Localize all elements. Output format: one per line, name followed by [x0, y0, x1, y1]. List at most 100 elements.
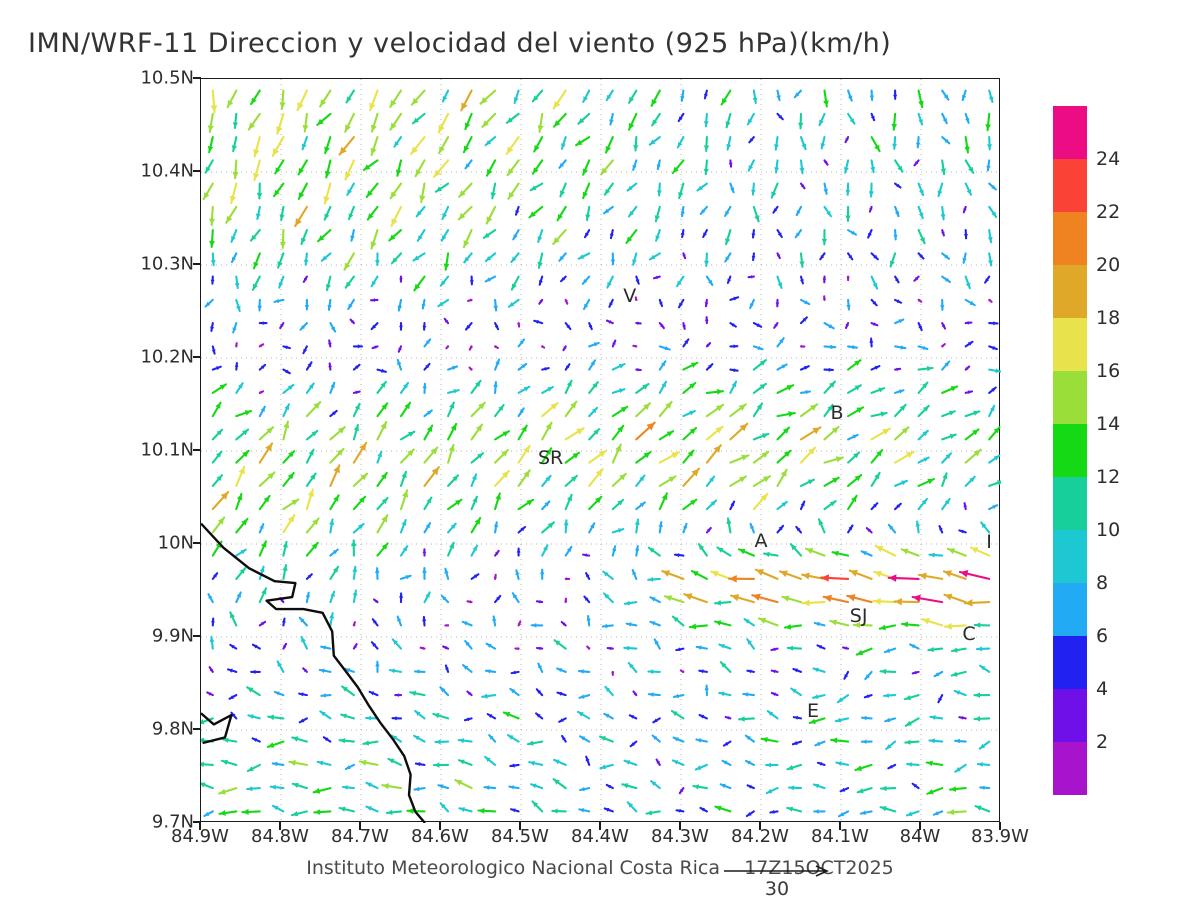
wind-arrowhead — [854, 360, 861, 366]
wind-arrowhead — [885, 717, 891, 723]
wind-arrowhead — [314, 809, 321, 815]
wind-arrowhead — [775, 302, 780, 307]
wind-arrowhead — [229, 195, 237, 203]
wind-arrowhead — [495, 359, 500, 365]
wind-arrowhead — [882, 428, 890, 435]
reference-vector: 30 — [722, 860, 862, 900]
wind-arrowhead — [572, 452, 579, 459]
y-axis-tick — [193, 542, 201, 544]
wind-arrowhead — [880, 411, 887, 417]
wind-arrowhead — [463, 145, 470, 153]
wind-arrowhead — [738, 404, 746, 411]
x-axis-tick-label: 84.5W — [491, 826, 549, 847]
wind-arrowhead — [303, 668, 307, 673]
wind-arrowhead — [560, 190, 565, 197]
wind-arrowhead — [659, 301, 663, 306]
wind-arrowhead — [658, 522, 663, 528]
wind-arrowhead — [679, 302, 683, 308]
wind-arrowhead — [848, 254, 853, 260]
wind-arrowhead — [605, 686, 611, 692]
wind-arrowhead — [537, 125, 544, 132]
wind-arrowhead — [812, 427, 821, 435]
wind-arrowhead — [865, 674, 870, 680]
wind-arrowhead — [762, 476, 770, 483]
wind-arrowhead — [227, 100, 234, 108]
wind-arrowhead — [717, 547, 724, 553]
wind-arrowhead — [818, 519, 824, 526]
wind-arrowhead — [973, 449, 981, 457]
wind-vector-plot[interactable]: V SR B A I SJ C E — [200, 78, 1001, 823]
y-axis-tick — [193, 170, 201, 172]
wind-arrowhead — [910, 644, 916, 649]
wind-arrowhead — [843, 167, 849, 173]
wind-arrowhead — [561, 143, 566, 149]
wind-arrowhead — [898, 389, 904, 394]
wind-arrowhead — [748, 275, 753, 279]
wind-arrowhead — [922, 430, 928, 437]
wind-arrowhead — [762, 433, 769, 439]
wind-arrowhead — [207, 692, 212, 696]
wind-arrowhead — [905, 739, 911, 745]
wind-arrowhead — [251, 234, 257, 241]
wind-arrowhead — [831, 737, 838, 744]
colorbar-band — [1053, 477, 1087, 530]
wind-arrowhead — [332, 549, 338, 555]
wind-arrowhead — [440, 280, 446, 286]
wind-arrowhead — [282, 541, 288, 548]
wind-arrowhead — [534, 145, 540, 152]
wind-arrowhead — [583, 553, 588, 557]
wind-arrowhead — [981, 522, 987, 529]
wind-arrowhead — [330, 382, 335, 388]
wind-arrowhead — [828, 367, 833, 372]
wind-arrowhead — [835, 456, 843, 463]
wind-arrowhead — [823, 594, 832, 603]
wind-arrowhead — [839, 812, 845, 817]
wind-arrowhead — [799, 261, 805, 267]
wind-arrowhead — [339, 806, 346, 812]
wind-arrowhead — [517, 621, 521, 626]
wind-arrowhead — [404, 402, 411, 410]
x-axis-tick — [359, 822, 361, 830]
wind-arrowhead — [831, 426, 839, 434]
wind-arrowhead — [868, 191, 874, 197]
wind-arrowhead — [529, 760, 535, 766]
wind-arrowhead — [933, 811, 939, 816]
wind-arrowhead — [851, 495, 857, 503]
wind-arrowhead — [452, 365, 457, 370]
wind-arrowhead — [652, 119, 658, 126]
wind-arrowhead — [988, 96, 994, 102]
wind-arrowhead — [209, 218, 216, 225]
wind-arrowhead — [601, 167, 608, 175]
wind-arrowhead — [433, 712, 440, 719]
wind-arrowhead — [201, 719, 205, 725]
wind-arrowhead — [210, 260, 216, 266]
wind-arrowhead — [430, 447, 438, 455]
wind-arrowhead — [534, 320, 539, 324]
wind-arrowhead — [267, 742, 275, 748]
wind-arrowhead — [939, 526, 943, 531]
wind-arrowhead — [854, 475, 862, 482]
wind-arrowhead — [392, 257, 398, 264]
wind-arrowhead — [442, 96, 448, 102]
wind-arrowhead — [675, 553, 680, 558]
wind-arrowhead — [342, 785, 348, 790]
wind-arrowhead — [708, 364, 713, 369]
wind-arrowhead — [633, 145, 639, 151]
wind-arrowhead — [263, 496, 270, 503]
wind-arrowhead — [485, 140, 492, 146]
wind-arrowhead — [397, 360, 402, 365]
wind-arrowhead — [609, 233, 614, 239]
wind-arrowhead — [800, 501, 805, 507]
x-axis-tick-label: 84W — [899, 826, 941, 847]
wind-arrowhead — [550, 403, 558, 410]
wind-arrowhead — [756, 323, 762, 327]
wind-arrowhead — [318, 235, 325, 242]
wind-arrowhead — [217, 517, 225, 525]
wind-arrowhead — [944, 622, 952, 630]
wind-arrowhead — [529, 211, 536, 218]
wind-arrowhead — [324, 213, 330, 220]
wind-arrowhead — [991, 211, 997, 217]
wind-arrowhead — [265, 443, 273, 452]
wind-arrowhead — [442, 213, 448, 219]
wind-arrowhead — [684, 339, 689, 344]
